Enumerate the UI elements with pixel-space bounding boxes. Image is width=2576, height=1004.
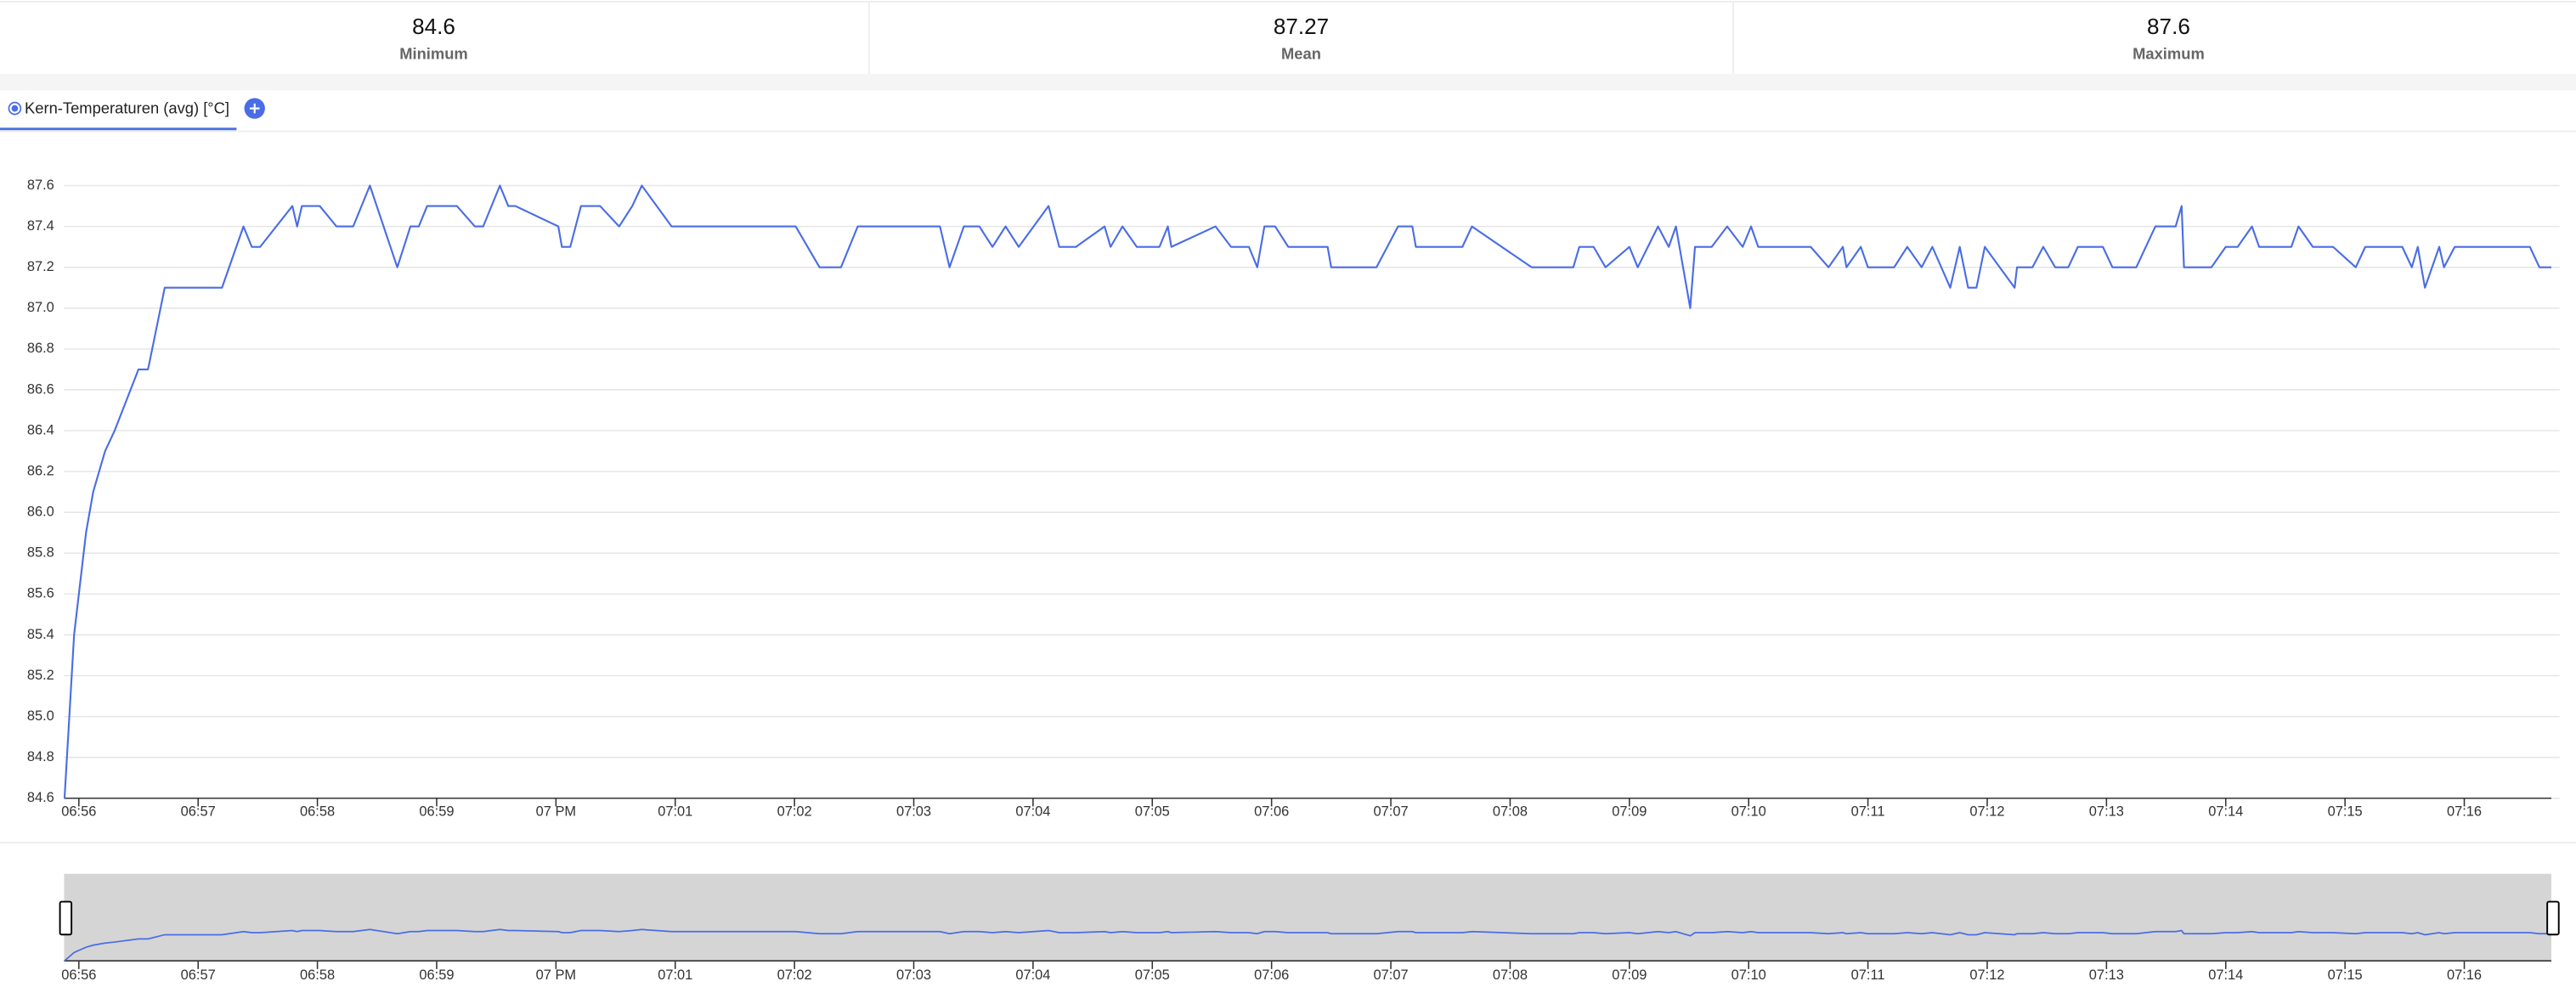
stat-label: Mean — [1281, 45, 1321, 63]
navigator-tick-label: 07:14 — [2208, 967, 2243, 983]
navigator-tick-label: 07:05 — [1135, 967, 1170, 983]
navigator-tick-label: 07:09 — [1612, 967, 1647, 983]
x-tick-label: 07:10 — [1731, 804, 1766, 820]
navigator-handle-left[interactable] — [59, 900, 73, 936]
x-tick-label: 07:04 — [1015, 804, 1050, 820]
navigator-tick-label: 07:07 — [1373, 967, 1408, 983]
plus-icon — [249, 103, 260, 114]
x-tick-label: 07:15 — [2328, 804, 2363, 820]
navigator-line — [64, 928, 2551, 962]
series-tab[interactable]: Kern-Temperaturen (avg) [°C] — [0, 99, 237, 131]
y-tick-label: 85.0 — [27, 708, 54, 724]
y-tick-label: 87.4 — [27, 218, 54, 234]
x-tick-label: 07:13 — [2089, 804, 2124, 820]
y-tick-label: 86.6 — [27, 381, 54, 397]
y-tick-label: 86.2 — [27, 463, 54, 478]
stat-value: 87.27 — [1274, 14, 1329, 39]
y-tick-label: 85.2 — [27, 668, 54, 683]
y-tick-label: 87.0 — [27, 300, 54, 315]
navigator-tick-label: 07:15 — [2328, 967, 2363, 983]
navigator-tick-label: 07:04 — [1015, 967, 1050, 983]
navigator-tick-label: 07:06 — [1254, 967, 1289, 983]
x-tick-label: 07:16 — [2447, 804, 2482, 820]
x-tick-label: 06:57 — [181, 804, 216, 820]
navigator-tick-label: 07:08 — [1493, 967, 1528, 983]
navigator-tick-label: 07:11 — [1851, 967, 1885, 983]
x-tick-label: 06:59 — [419, 804, 454, 820]
x-tick-label: 07:08 — [1493, 804, 1528, 820]
stat-value: 87.6 — [2147, 14, 2190, 39]
stat-value: 84.6 — [412, 14, 455, 39]
y-tick-label: 84.8 — [27, 749, 54, 764]
x-tick-label: 07:09 — [1612, 804, 1647, 820]
x-tick-label: 07:07 — [1373, 804, 1408, 820]
navigator-tick-label: 06:56 — [61, 967, 96, 983]
navigator-tick-label: 07:16 — [2447, 967, 2482, 983]
radio — [8, 101, 22, 116]
x-tick-label: 07:06 — [1254, 804, 1289, 820]
series-name: Kern-Temperaturen (avg) [°C] — [25, 99, 229, 116]
y-tick-label: 85.4 — [27, 627, 54, 642]
y-tick-label: 86.4 — [27, 422, 54, 437]
x-tick-label: 07:01 — [658, 804, 692, 820]
navigator-tick-label: 07:12 — [1969, 967, 2004, 983]
y-tick-label: 85.6 — [27, 586, 54, 601]
radio-dot — [11, 104, 19, 112]
x-tick-label: 07 PM — [536, 804, 576, 820]
navigator-tick-label: 06:57 — [181, 967, 216, 983]
navigator-tick-label: 07:02 — [777, 967, 812, 983]
stat-label: Maximum — [2133, 45, 2205, 63]
y-tick-label: 84.6 — [27, 790, 54, 805]
navigator-tick-label: 06:59 — [419, 967, 454, 983]
x-tick-label: 07:12 — [1969, 804, 2004, 820]
navigator-tick-label: 07:13 — [2089, 967, 2124, 983]
navigator-tick-label: 07:03 — [896, 967, 931, 983]
x-tick-label: 07:05 — [1135, 804, 1170, 820]
add-series-button[interactable] — [244, 98, 265, 119]
navigator-handle-right[interactable] — [2546, 900, 2560, 936]
navigator-background — [64, 873, 2551, 962]
x-tick-label: 07:03 — [896, 804, 931, 820]
navigator-tick-label: 06:58 — [300, 967, 335, 983]
series-line — [63, 184, 2551, 798]
navigator-tick-label: 07:01 — [658, 967, 692, 983]
y-tick-label: 87.2 — [27, 259, 54, 274]
y-tick-label: 85.8 — [27, 545, 54, 561]
navigator-tick-label: 07 PM — [536, 967, 576, 983]
x-tick-label: 07:02 — [777, 804, 812, 820]
x-tick-label: 06:58 — [300, 804, 335, 820]
stat-label: Minimum — [399, 45, 468, 63]
x-tick-label: 07:14 — [2208, 804, 2243, 820]
y-tick-label: 86.8 — [27, 341, 54, 356]
x-tick-label: 06:56 — [61, 804, 96, 820]
y-tick-label: 87.6 — [27, 178, 54, 193]
stats-gap — [0, 74, 2576, 91]
navigator-tick-label: 07:10 — [1731, 967, 1766, 983]
x-tick-label: 07:11 — [1851, 804, 1885, 820]
y-tick-label: 86.0 — [27, 505, 54, 520]
